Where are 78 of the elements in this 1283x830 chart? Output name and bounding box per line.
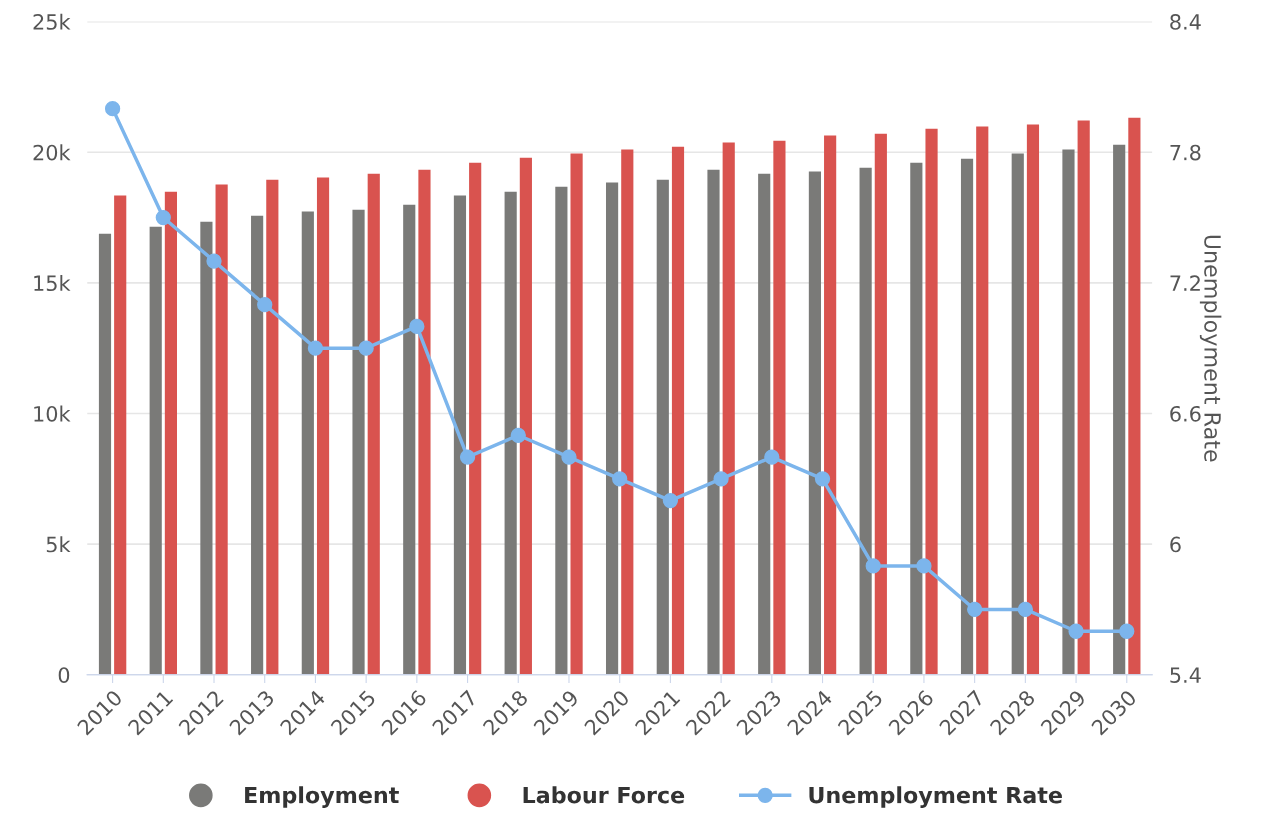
- bar: [606, 182, 619, 675]
- y2-tick-label: 7.8: [1170, 144, 1201, 161]
- bar: [960, 158, 974, 675]
- bar: [570, 153, 583, 675]
- point: [612, 471, 628, 487]
- bar: [504, 191, 517, 675]
- point: [1017, 601, 1034, 618]
- point: [662, 492, 679, 509]
- bar: [656, 179, 669, 675]
- point: [561, 449, 577, 465]
- point: [713, 471, 729, 487]
- y-tick-label: 20k: [33, 144, 71, 161]
- bar: [1077, 120, 1090, 675]
- legend-label: Unemployment Rate: [809, 786, 1062, 808]
- point: [307, 340, 324, 356]
- bar: [707, 169, 720, 675]
- bar: [758, 173, 771, 675]
- bar: [671, 146, 685, 675]
- bar: [1062, 149, 1075, 675]
- point: [155, 209, 171, 226]
- bar: [251, 215, 264, 675]
- bar: [266, 179, 279, 675]
- bar: [874, 133, 887, 675]
- point: [104, 101, 121, 117]
- y2-tick-label: 8.4: [1170, 14, 1201, 30]
- point: [814, 471, 831, 487]
- bar: [859, 167, 872, 675]
- bar: [114, 195, 127, 675]
- bar: [1011, 153, 1024, 675]
- bar: [200, 221, 213, 675]
- bar: [1128, 117, 1141, 675]
- y2-tick-label: 5.4: [1170, 667, 1201, 683]
- bar: [403, 204, 416, 675]
- bar: [808, 171, 821, 675]
- bar: [164, 191, 177, 675]
- y2-tick-label: 7.2: [1170, 275, 1200, 291]
- bar: [621, 149, 634, 675]
- point: [764, 449, 780, 465]
- bar: [215, 184, 228, 675]
- y-tick-label: 0: [58, 667, 70, 683]
- bar: [98, 233, 112, 675]
- y-tick-label: 10k: [34, 405, 71, 422]
- bar: [824, 135, 837, 675]
- bar: [469, 162, 482, 675]
- bar: [519, 157, 532, 675]
- legend-label: Employment: [245, 786, 399, 808]
- y2-tick-label: 6: [1170, 536, 1181, 553]
- bar: [453, 195, 467, 675]
- bar: [301, 211, 314, 675]
- point: [409, 318, 425, 335]
- bar: [316, 177, 330, 675]
- bar: [149, 226, 162, 675]
- point: [206, 253, 222, 269]
- bar: [1113, 144, 1126, 675]
- point: [916, 558, 932, 574]
- point: [1068, 623, 1084, 639]
- bar: [367, 173, 380, 675]
- y2-tick-label: 6.6: [1170, 405, 1201, 422]
- point: [510, 427, 526, 443]
- legend-label: Labour Force: [523, 786, 685, 804]
- bar: [722, 142, 735, 675]
- y-tick-label: 25k: [33, 13, 71, 30]
- bar: [925, 128, 938, 675]
- y-tick-label: 5k: [46, 536, 71, 553]
- bar: [910, 162, 923, 675]
- point: [358, 340, 374, 356]
- y-tick-label: 15k: [34, 274, 71, 292]
- point: [1119, 623, 1135, 639]
- bar: [1026, 124, 1040, 675]
- bar: [352, 209, 365, 675]
- bar: [418, 169, 431, 675]
- point: [865, 558, 881, 574]
- bar: [976, 126, 989, 675]
- point: [257, 296, 273, 313]
- point: [967, 601, 983, 618]
- bar: [555, 186, 568, 675]
- bar: [773, 140, 786, 675]
- point: [459, 449, 476, 465]
